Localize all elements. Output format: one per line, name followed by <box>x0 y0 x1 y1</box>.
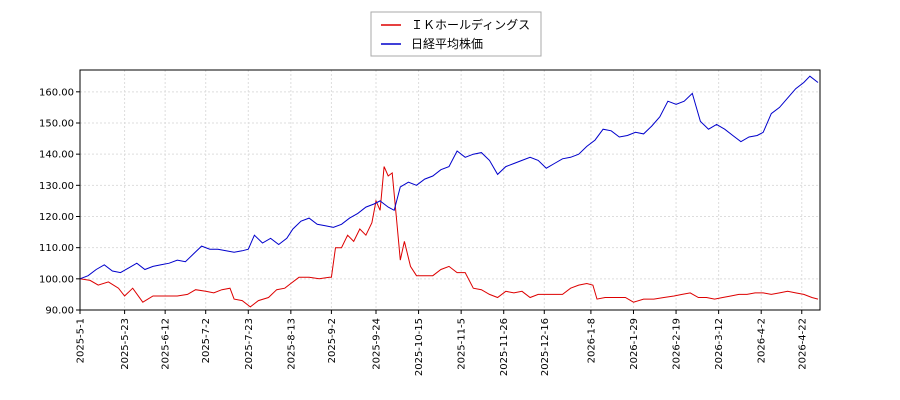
y-tick-label: 110.00 <box>39 243 74 254</box>
y-tick-label: 100.00 <box>39 274 74 285</box>
x-tick-label: 2025-11-26 <box>499 318 510 376</box>
x-tick-label: 2026-3-12 <box>714 318 725 370</box>
x-tick-label: 2025-9-2 <box>327 318 338 363</box>
series-line-ik-holdings <box>79 166 819 308</box>
legend-label-nikkei: 日経平均株価 <box>411 36 483 51</box>
y-tick-label: 130.00 <box>39 181 74 192</box>
y-tick-label: 150.00 <box>39 118 74 129</box>
x-tick-label: 2025-11-5 <box>457 318 468 370</box>
x-tick-label: 2026-4-2 <box>757 318 768 363</box>
x-tick-label: 2025-5-1 <box>76 318 87 363</box>
x-tick-label: 2026-2-19 <box>672 318 683 370</box>
grid-lines <box>79 70 820 311</box>
x-tick-label: 2026-1-8 <box>586 318 597 363</box>
y-tick-label: 140.00 <box>39 150 74 161</box>
plot-border <box>79 69 821 311</box>
x-tick-label: 2025-5-23 <box>120 318 131 370</box>
series-lines <box>79 75 819 308</box>
x-tick-label: 2025-6-12 <box>161 318 172 370</box>
x-tick-label: 2025-7-23 <box>244 318 255 370</box>
y-tick-label: 120.00 <box>39 212 74 223</box>
x-tick-label: 2025-10-15 <box>414 318 425 376</box>
legend: ＩＫホールディングス 日経平均株価 <box>370 11 542 57</box>
y-axis-ticks: 90.00 100.00 110.00 120.00 130.00 140.00 150.0… <box>39 87 80 317</box>
x-tick-label: 2025-8-13 <box>286 318 297 370</box>
x-tick-label: 2025-7-2 <box>201 318 212 363</box>
legend-box <box>370 11 542 57</box>
y-tick-label: 90.00 <box>45 306 74 317</box>
legend-label-ik-holdings: ＩＫホールディングス <box>411 17 530 32</box>
y-tick-label: 160.00 <box>39 87 74 98</box>
x-tick-label: 2025-9-24 <box>372 318 383 370</box>
x-axis-ticks: 2025-5-1 2025-5-23 2025-6-12 2025-7-2 2025-7… <box>76 310 808 376</box>
x-tick-label: 2026-4-22 <box>797 318 808 370</box>
x-tick-label: 2026-1-29 <box>629 318 640 370</box>
x-tick-label: 2025-12-16 <box>540 318 551 376</box>
series-line-nikkei <box>79 75 819 280</box>
